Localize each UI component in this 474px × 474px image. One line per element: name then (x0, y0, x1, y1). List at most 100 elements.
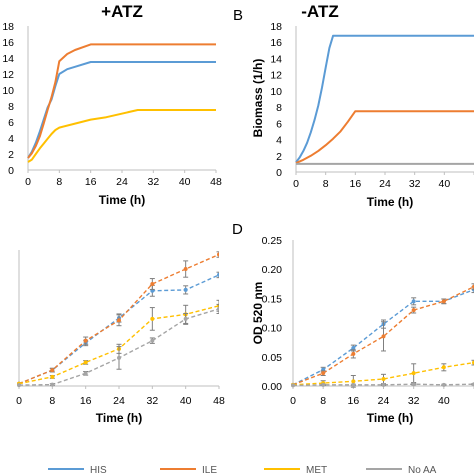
data-point-no-aa (117, 355, 121, 360)
data-point-met (441, 365, 446, 370)
chart-title: -ATZ (301, 2, 338, 21)
x-tick-label: 32 (409, 178, 421, 190)
data-point-no-aa (291, 383, 295, 388)
data-point-met (50, 374, 55, 379)
data-point-met (351, 379, 356, 384)
x-tick-label: 0 (25, 176, 31, 188)
data-point-ile (441, 299, 446, 304)
data-point-no-aa (351, 382, 356, 387)
data-point-ile (321, 371, 326, 376)
chart-title: +ATZ (101, 2, 143, 21)
data-point-ile (50, 368, 55, 373)
x-axis-label: Time (h) (99, 193, 145, 207)
data-point-ile (150, 282, 155, 286)
y-tick-label: 18 (2, 21, 14, 33)
data-point-met (411, 371, 416, 376)
y-tick-label: 0 (8, 165, 14, 177)
data-point-no-aa (441, 382, 446, 387)
y-tick-label: 10 (270, 86, 282, 98)
x-tick-label: 24 (379, 178, 391, 190)
legend-label-no-aa: No AA (408, 465, 437, 474)
y-tick-label: 2 (276, 151, 282, 163)
y-tick-label: 0.25 (262, 235, 283, 247)
y-tick-label: 6 (8, 117, 14, 129)
x-tick-label: 32 (146, 395, 158, 407)
x-axis-label: Time (h) (367, 195, 413, 209)
data-point-ile (83, 338, 88, 343)
y-tick-label: 0.10 (262, 323, 283, 335)
data-point-met (381, 376, 386, 381)
x-tick-label: 24 (113, 395, 125, 407)
legend-label-his: HIS (90, 465, 107, 474)
x-tick-label: 48 (213, 395, 225, 407)
y-tick-label: 0.20 (262, 264, 283, 276)
data-point-ile (217, 252, 219, 257)
data-point-his (183, 287, 188, 292)
panel-c: 0 8 16 24 32 40 48 Time (h) (16, 250, 225, 425)
y-tick-label: 4 (8, 133, 14, 145)
y-tick-label: 18 (270, 21, 282, 33)
x-tick-label: 8 (49, 395, 55, 407)
panel-letter: D (232, 221, 243, 238)
y-tick-label: 12 (270, 70, 282, 82)
x-tick-label: 32 (408, 395, 420, 407)
x-tick-label: 8 (56, 176, 62, 188)
y-tick-label: 0.05 (262, 352, 283, 364)
panel-d: D 0 8 16 24 32 40 0.00 0.05 0.10 0.15 0.20 0.25 Time … (232, 221, 474, 425)
x-axis-label: Time (h) (96, 411, 142, 425)
x-tick-label: 16 (347, 395, 359, 407)
y-tick-label: 10 (2, 85, 14, 97)
data-point-no-aa (321, 382, 326, 387)
data-point-no-aa (217, 306, 219, 311)
data-point-no-aa (411, 382, 416, 387)
x-axis-label: Time (h) (367, 411, 413, 425)
y-tick-label: 12 (2, 69, 14, 81)
data-point-no-aa (381, 382, 386, 387)
y-tick-label: 16 (270, 37, 282, 49)
y-tick-label: 16 (2, 37, 14, 49)
x-tick-label: 40 (438, 178, 450, 190)
x-tick-label: 8 (320, 395, 326, 407)
x-tick-label: 0 (293, 178, 299, 190)
plot-area (291, 283, 474, 388)
x-tick-label: 48 (210, 176, 222, 188)
data-point-ile (183, 267, 188, 272)
y-tick-label: 4 (276, 135, 282, 147)
series-line-his (295, 34, 474, 163)
x-tick-label: 40 (180, 395, 192, 407)
y-tick-label: 0.15 (262, 293, 283, 305)
y-tick-label: 2 (8, 149, 14, 161)
x-tick-label: 16 (80, 395, 92, 407)
legend-label-met: MET (306, 465, 327, 474)
y-tick-label: 0.00 (262, 381, 283, 393)
x-tick-label: 16 (349, 178, 361, 190)
y-axis-label: Biomass (1/h) (251, 59, 265, 138)
legend: HIS ILE MET No AA (48, 465, 437, 474)
x-tick-label: 16 (85, 176, 97, 188)
x-tick-label: 8 (323, 178, 329, 190)
y-tick-label: 14 (2, 53, 14, 65)
y-tick-label: 8 (8, 101, 14, 113)
y-tick-label: 6 (276, 118, 282, 130)
panel-letter: B (233, 7, 243, 24)
y-tick-label: 14 (270, 53, 282, 65)
y-tick-label: 0 (276, 167, 282, 179)
data-point-ile (411, 308, 416, 313)
data-point-ile (117, 318, 121, 323)
data-point-his (351, 346, 356, 351)
plot-area (295, 34, 474, 165)
x-tick-label: 24 (378, 395, 390, 407)
series-line-ile (27, 43, 216, 159)
series-line-met (27, 109, 216, 163)
data-point-no-aa (150, 338, 155, 343)
data-point-ile (351, 351, 356, 356)
data-point-ile (381, 334, 386, 339)
plot-area (27, 43, 216, 163)
x-tick-label: 0 (16, 395, 22, 407)
y-axis-label: OD 520 nm (251, 282, 265, 345)
x-tick-label: 0 (290, 395, 296, 407)
plot-area (17, 251, 219, 388)
x-tick-label: 40 (179, 176, 191, 188)
